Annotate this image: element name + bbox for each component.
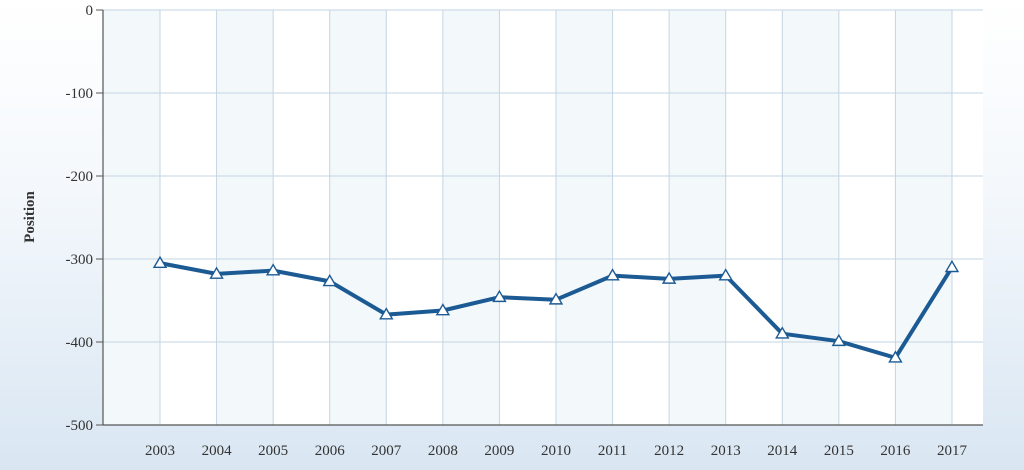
plot-band: [555, 10, 613, 425]
plot-band: [103, 10, 160, 425]
x-tick-label: 2009: [484, 443, 514, 459]
data-point-marker: [435, 303, 451, 316]
y-axis-title: Position: [22, 191, 38, 243]
series-markers: [152, 255, 960, 363]
data-point-marker: [548, 292, 564, 305]
y-tick-label: -100: [66, 86, 94, 102]
data-point-marker: [944, 259, 960, 273]
x-tick-label: 2015: [824, 443, 854, 459]
x-tick-label: 2013: [711, 443, 741, 459]
x-tick-label: 2012: [654, 443, 684, 459]
x-tick-label: 2017: [937, 443, 968, 459]
data-point-marker: [322, 274, 337, 287]
data-point-marker: [718, 268, 733, 281]
x-tick-label: 2008: [428, 443, 458, 459]
data-point-marker: [831, 333, 847, 347]
x-tick-label: 2016: [880, 443, 911, 459]
y-axis-ticks: 0 -100 -200 -300 -400 -500: [66, 3, 103, 434]
plot-band: [895, 10, 952, 425]
data-point-marker: [265, 263, 281, 276]
x-tick-label: 2014: [767, 443, 798, 459]
y-tick-label: -200: [66, 169, 94, 185]
data-point-marker: [605, 268, 620, 281]
y-tick-label: -500: [66, 418, 94, 434]
x-tick-label: 2006: [315, 443, 346, 459]
y-tick-label: -300: [66, 252, 94, 268]
data-point-marker: [775, 326, 790, 339]
x-tick-label: 2004: [202, 443, 233, 459]
data-point-marker: [661, 271, 677, 284]
plot-band: [329, 10, 387, 425]
x-tick-label: 2010: [541, 443, 571, 459]
data-point-marker: [209, 266, 224, 279]
plot-band: [782, 10, 839, 425]
data-point-marker: [888, 350, 903, 363]
x-tick-label: 2011: [598, 443, 627, 459]
data-point-marker: [152, 255, 168, 269]
plot-band: [216, 10, 274, 425]
data-point-marker: [492, 289, 507, 303]
y-tick-label: -400: [66, 335, 94, 351]
data-point-marker: [379, 307, 394, 320]
x-tick-label: 2005: [258, 443, 288, 459]
plot-bands: [103, 10, 952, 425]
x-tick-label: 2003: [145, 443, 175, 459]
x-tick-label: 2007: [371, 443, 402, 459]
x-axis-ticks: 2003 2004 2005 2006 2007 2008 2009 2010 2011 2012…: [145, 443, 967, 459]
plot-band: [669, 10, 726, 425]
y-tick-label: 0: [86, 3, 94, 19]
plot-band: [442, 10, 500, 425]
